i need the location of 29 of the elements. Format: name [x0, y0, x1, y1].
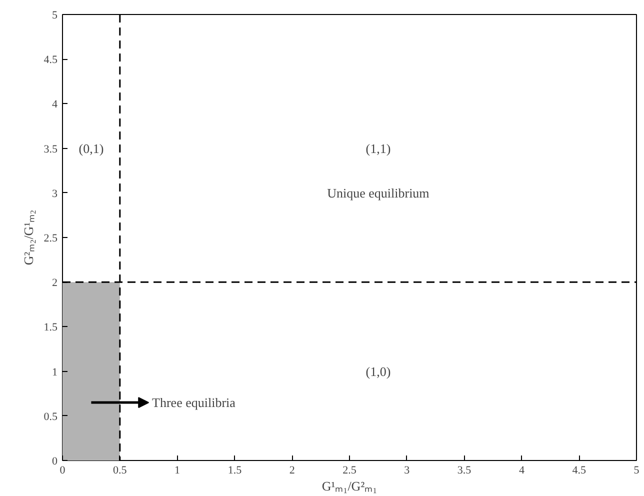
annotation: (0,1)	[78, 140, 104, 156]
x-tick-label: 1	[174, 464, 180, 476]
x-tick-label: 0	[60, 464, 66, 476]
x-tick-label: 2	[289, 464, 295, 476]
y-tick-label: 1	[52, 366, 58, 378]
x-tick-label: 4.5	[572, 464, 586, 476]
x-axis-title: G¹ₘ₁/G²ₘ₁	[322, 478, 378, 494]
x-tick-label: 5	[634, 464, 640, 476]
y-axis-title: G²ₘ₂/G¹ₘ₂	[20, 210, 36, 266]
annotation: (1,0)	[366, 364, 391, 379]
y-tick-label: 5	[52, 10, 58, 22]
y-tick-label: 4	[52, 98, 58, 111]
x-tick-label: 3.5	[457, 464, 472, 476]
x-tick-label: 1.5	[228, 464, 242, 476]
x-tick-label: 0.5	[113, 464, 128, 476]
x-tick-label: 4	[518, 464, 525, 476]
y-tick-label: 3.5	[44, 143, 58, 156]
annotation: Unique equilibrium	[327, 185, 430, 200]
y-tick-label: 4.5	[44, 54, 58, 66]
annotation: Three equilibria	[152, 395, 236, 410]
y-tick-label: 0	[52, 456, 58, 468]
y-tick-label: 2.5	[44, 232, 58, 244]
y-tick-label: 0.5	[44, 410, 58, 423]
x-tick-label: 3	[404, 464, 410, 476]
x-tick-label: 2.5	[342, 464, 357, 476]
y-tick-label: 3	[52, 188, 58, 200]
y-tick-label: 2	[52, 277, 58, 290]
annotation: (1,1)	[366, 140, 391, 156]
y-tick-label: 1.5	[44, 322, 58, 334]
